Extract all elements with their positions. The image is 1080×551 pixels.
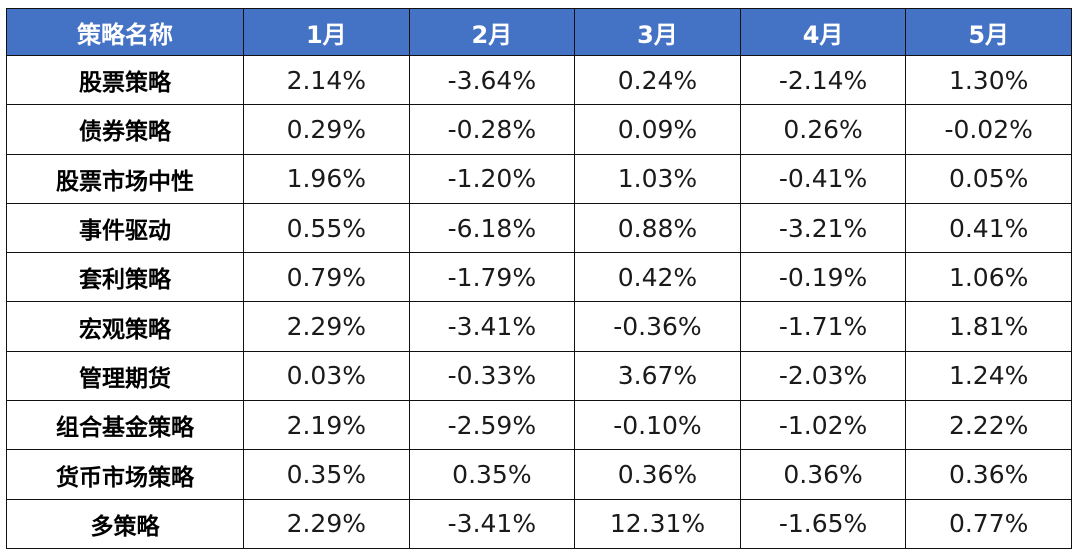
value-cell-month-4: -2.14% (739, 54, 907, 106)
value-cell-month-5: 2.22% (905, 400, 1072, 451)
value-cell-month-1: 2.19% (243, 400, 410, 451)
header-cell-strategy-name: 策略名称 (6, 8, 244, 56)
value-cell-month-2: -1.79% (408, 252, 576, 303)
value-cell-month-5: 0.05% (905, 153, 1072, 204)
header-cell-month-2: 2月 (408, 8, 576, 56)
table-row: 多策略 2.29% -3.41% 12.31% -1.65% 0.77% (6, 498, 1072, 549)
header-cell-month-4: 4月 (739, 8, 907, 56)
header-cell-month-3: 3月 (574, 8, 741, 56)
value-cell-month-4: -0.19% (739, 252, 907, 303)
value-cell-month-2: -3.41% (408, 498, 576, 549)
value-cell-month-3: 0.24% (574, 54, 741, 106)
header-cell-month-5: 5月 (905, 8, 1072, 56)
table-row: 债券策略 0.29% -0.28% 0.09% 0.26% -0.02% (6, 104, 1072, 155)
row-label-cell: 管理期货 (6, 350, 244, 402)
row-label-cell: 股票市场中性 (6, 153, 244, 204)
value-cell-month-4: -2.03% (739, 350, 907, 402)
value-cell-month-1: 1.96% (243, 153, 410, 204)
table-row: 套利策略 0.79% -1.79% 0.42% -0.19% 1.06% (6, 252, 1072, 303)
table-row: 股票策略 2.14% -3.64% 0.24% -2.14% 1.30% (6, 54, 1072, 106)
value-cell-month-2: -1.20% (408, 153, 576, 204)
table-row: 股票市场中性 1.96% -1.20% 1.03% -0.41% 0.05% (6, 153, 1072, 204)
value-cell-month-1: 0.03% (243, 350, 410, 402)
value-cell-month-4: 0.26% (739, 104, 907, 155)
value-cell-month-1: 2.29% (243, 301, 410, 352)
value-cell-month-3: 3.67% (574, 350, 741, 402)
value-cell-month-4: -1.71% (739, 301, 907, 352)
value-cell-month-1: 0.55% (243, 202, 410, 254)
table-body: 股票策略 2.14% -3.64% 0.24% -2.14% 1.30% 债券策略 0.29%… (6, 54, 1072, 549)
table-row: 事件驱动 0.55% -6.18% 0.88% -3.21% 0.41% (6, 202, 1072, 254)
value-cell-month-4: -3.21% (739, 202, 907, 254)
value-cell-month-3: -0.36% (574, 301, 741, 352)
value-cell-month-5: 0.77% (905, 498, 1072, 549)
value-cell-month-5: 0.41% (905, 202, 1072, 254)
value-cell-month-1: 0.29% (243, 104, 410, 155)
table-row: 宏观策略 2.29% -3.41% -0.36% -1.71% 1.81% (6, 301, 1072, 352)
row-label-cell: 宏观策略 (6, 301, 244, 352)
value-cell-month-3: 0.36% (574, 449, 741, 500)
value-cell-month-1: 2.29% (243, 498, 410, 549)
value-cell-month-2: -3.64% (408, 54, 576, 106)
row-label-cell: 债券策略 (6, 104, 244, 155)
value-cell-month-2: -0.28% (408, 104, 576, 155)
value-cell-month-2: -0.33% (408, 350, 576, 402)
value-cell-month-5: 0.36% (905, 449, 1072, 500)
value-cell-month-2: 0.35% (408, 449, 576, 500)
row-label-cell: 组合基金策略 (6, 400, 244, 451)
table-row: 管理期货 0.03% -0.33% 3.67% -2.03% 1.24% (6, 350, 1072, 402)
value-cell-month-1: 0.79% (243, 252, 410, 303)
row-label-cell: 多策略 (6, 498, 244, 549)
value-cell-month-4: -0.41% (739, 153, 907, 204)
value-cell-month-3: 1.03% (574, 153, 741, 204)
value-cell-month-4: -1.02% (739, 400, 907, 451)
row-label-cell: 货币市场策略 (6, 449, 244, 500)
strategy-returns-table: 策略名称 1月 2月 3月 4月 5月 股票策略 2.14% -3.64% 0.24%… (6, 8, 1072, 549)
value-cell-month-3: 0.09% (574, 104, 741, 155)
header-row: 策略名称 1月 2月 3月 4月 5月 (6, 8, 1072, 56)
value-cell-month-2: -3.41% (408, 301, 576, 352)
row-label-cell: 事件驱动 (6, 202, 244, 254)
table-header: 策略名称 1月 2月 3月 4月 5月 (6, 8, 1072, 56)
strategy-returns-table-container: 策略名称 1月 2月 3月 4月 5月 股票策略 2.14% -3.64% 0.24%… (6, 8, 1072, 549)
value-cell-month-3: -0.10% (574, 400, 741, 451)
row-label-cell: 股票策略 (6, 54, 244, 106)
value-cell-month-5: 1.06% (905, 252, 1072, 303)
value-cell-month-4: 0.36% (739, 449, 907, 500)
header-cell-month-1: 1月 (243, 8, 410, 56)
value-cell-month-3: 0.88% (574, 202, 741, 254)
value-cell-month-1: 0.35% (243, 449, 410, 500)
value-cell-month-4: -1.65% (739, 498, 907, 549)
value-cell-month-2: -6.18% (408, 202, 576, 254)
table-row: 组合基金策略 2.19% -2.59% -0.10% -1.02% 2.22% (6, 400, 1072, 451)
value-cell-month-5: -0.02% (905, 104, 1072, 155)
value-cell-month-3: 0.42% (574, 252, 741, 303)
value-cell-month-3: 12.31% (574, 498, 741, 549)
table-row: 货币市场策略 0.35% 0.35% 0.36% 0.36% 0.36% (6, 449, 1072, 500)
value-cell-month-1: 2.14% (243, 54, 410, 106)
row-label-cell: 套利策略 (6, 252, 244, 303)
value-cell-month-5: 1.30% (905, 54, 1072, 106)
value-cell-month-5: 1.24% (905, 350, 1072, 402)
value-cell-month-5: 1.81% (905, 301, 1072, 352)
value-cell-month-2: -2.59% (408, 400, 576, 451)
